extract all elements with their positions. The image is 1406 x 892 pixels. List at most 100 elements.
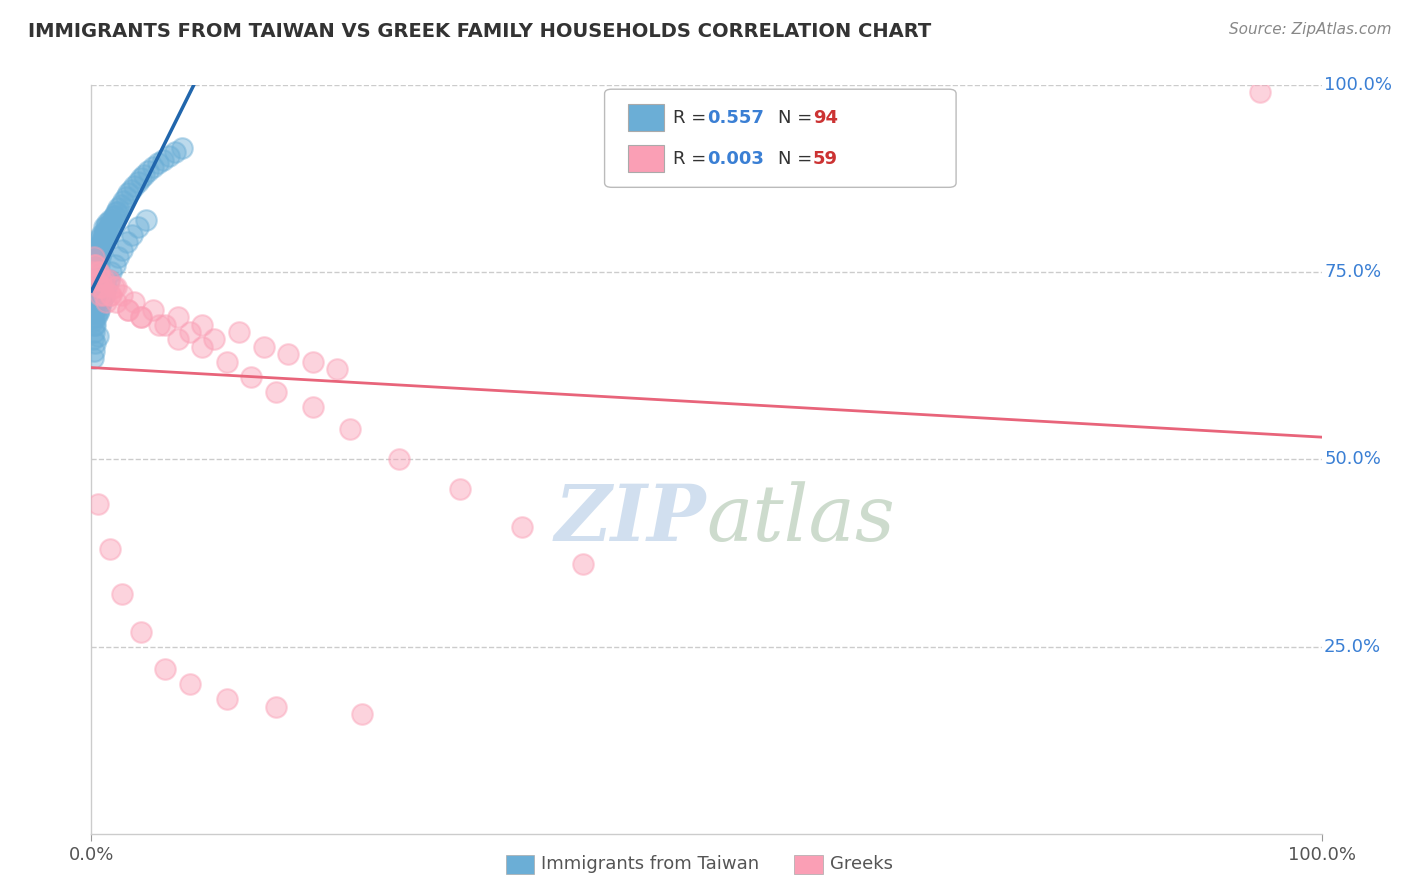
Point	[100, 265, 122, 279]
Point	[215, 355, 238, 369]
Point	[339, 422, 361, 436]
Point	[96, 295, 117, 310]
Point	[112, 194, 135, 208]
Point	[83, 318, 105, 332]
Text: 50.0%: 50.0%	[1324, 450, 1381, 468]
Point	[215, 692, 238, 706]
Point	[117, 302, 139, 317]
Point	[98, 212, 121, 227]
Point	[100, 216, 122, 230]
Point	[89, 239, 111, 253]
Point	[129, 310, 152, 324]
Point	[86, 258, 108, 272]
Text: 59: 59	[813, 150, 838, 168]
Point	[107, 202, 129, 216]
Point	[301, 355, 323, 369]
Point	[83, 325, 105, 339]
Point	[83, 277, 105, 291]
Point	[86, 261, 108, 276]
Point	[86, 328, 108, 343]
Point	[84, 253, 107, 268]
Point	[82, 280, 104, 294]
Point	[172, 141, 194, 155]
Point	[136, 164, 159, 178]
Point	[301, 400, 323, 414]
Point	[98, 287, 121, 301]
Point	[87, 246, 110, 260]
Point	[83, 284, 105, 298]
Point	[96, 227, 117, 242]
Point	[86, 265, 108, 279]
Text: Greeks: Greeks	[830, 855, 893, 873]
Point	[127, 220, 149, 235]
Text: Source: ZipAtlas.com: Source: ZipAtlas.com	[1229, 22, 1392, 37]
Point	[157, 149, 180, 163]
Point	[142, 302, 165, 317]
Point	[90, 295, 112, 310]
Point	[105, 280, 127, 294]
Point	[86, 280, 108, 294]
Point	[83, 343, 105, 358]
Point	[82, 295, 104, 310]
Point	[129, 624, 152, 639]
Point	[510, 520, 533, 534]
Point	[83, 291, 105, 305]
Point	[83, 250, 105, 264]
Point	[82, 306, 104, 320]
Point	[124, 178, 146, 193]
Point	[83, 302, 105, 317]
Point	[83, 268, 105, 283]
Point	[86, 265, 108, 279]
Point	[86, 250, 108, 264]
Point	[84, 336, 107, 351]
Point	[84, 258, 107, 272]
Point	[86, 497, 108, 511]
Point	[86, 272, 108, 286]
Point	[148, 318, 170, 332]
Point	[97, 272, 120, 286]
Point	[98, 542, 121, 557]
Point	[107, 250, 129, 264]
Point	[96, 224, 118, 238]
Point	[96, 216, 118, 230]
Point	[129, 171, 152, 186]
Point	[103, 280, 125, 294]
Point	[146, 156, 169, 170]
Point	[97, 220, 120, 235]
Point	[152, 153, 174, 167]
Point	[82, 333, 104, 347]
Point	[105, 295, 127, 310]
Point	[89, 231, 111, 245]
Text: 0.003: 0.003	[707, 150, 763, 168]
Point	[100, 287, 122, 301]
Point	[142, 160, 165, 174]
Text: 94: 94	[813, 109, 838, 127]
Text: 100.0%: 100.0%	[1324, 76, 1392, 94]
Point	[179, 677, 201, 691]
Point	[104, 209, 127, 223]
Point	[82, 265, 104, 279]
Point	[115, 235, 138, 249]
Point	[121, 227, 143, 242]
Point	[191, 340, 214, 354]
Point	[82, 351, 104, 366]
Point	[153, 318, 177, 332]
Point	[86, 268, 108, 283]
Point	[166, 333, 188, 347]
Point	[87, 265, 110, 279]
Point	[94, 231, 117, 245]
Text: N =: N =	[778, 109, 817, 127]
Point	[352, 707, 374, 722]
Point	[120, 183, 142, 197]
Point	[202, 333, 225, 347]
Point	[277, 347, 299, 361]
Text: R =: R =	[673, 150, 713, 168]
Point	[572, 558, 595, 572]
Text: ZIP: ZIP	[555, 481, 706, 558]
Point	[191, 318, 214, 332]
Point	[166, 310, 188, 324]
Point	[91, 239, 114, 253]
Point	[135, 212, 156, 227]
Point	[97, 272, 120, 286]
Point	[82, 314, 104, 328]
